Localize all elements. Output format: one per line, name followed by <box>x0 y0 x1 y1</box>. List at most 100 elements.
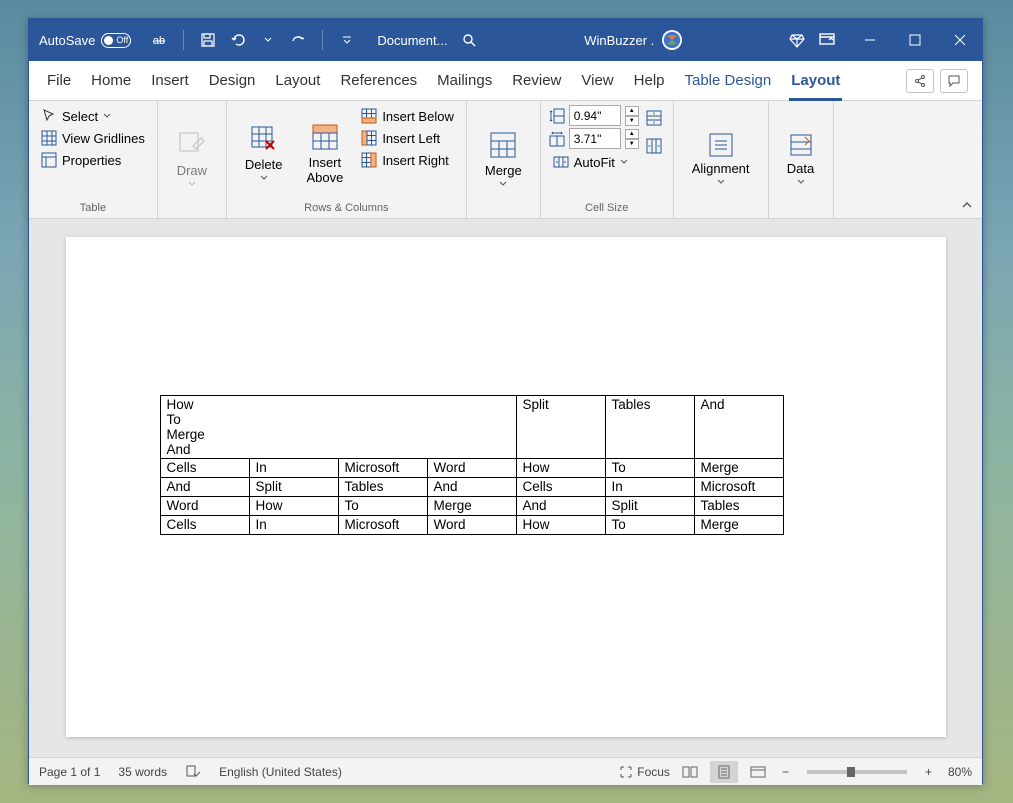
account-icon[interactable] <box>662 30 682 50</box>
maximize-button[interactable] <box>892 19 937 61</box>
table-cell[interactable]: Tables <box>694 497 783 516</box>
table-cell[interactable]: Cells <box>516 478 605 497</box>
table-cell[interactable]: Split <box>516 396 605 459</box>
insert-above-button[interactable]: Insert Above <box>296 105 353 200</box>
table-cell[interactable]: Word <box>427 516 516 535</box>
search-icon[interactable] <box>459 30 479 50</box>
tab-insert[interactable]: Insert <box>141 61 199 101</box>
save-icon[interactable] <box>198 30 218 50</box>
tab-mailings[interactable]: Mailings <box>427 61 502 101</box>
delete-button[interactable]: Delete <box>235 105 293 200</box>
zoom-thumb[interactable] <box>847 767 855 777</box>
share-button[interactable] <box>906 69 934 93</box>
tab-help[interactable]: Help <box>624 61 675 101</box>
height-spin-up[interactable]: ▲ <box>625 106 639 116</box>
table-cell[interactable]: Cells <box>160 459 249 478</box>
width-spin-down[interactable]: ▼ <box>625 139 639 149</box>
table-cell[interactable]: And <box>160 478 249 497</box>
spellcheck-icon[interactable] <box>185 764 201 780</box>
tab-table-design[interactable]: Table Design <box>675 61 782 101</box>
collapse-ribbon-button[interactable] <box>960 198 974 212</box>
table-cell[interactable]: To <box>605 459 694 478</box>
table-cell[interactable]: Word <box>427 459 516 478</box>
undo-icon[interactable] <box>228 30 248 50</box>
diamond-icon[interactable] <box>787 30 807 50</box>
tab-design[interactable]: Design <box>199 61 266 101</box>
toggle-switch[interactable]: Off <box>101 33 131 48</box>
tab-home[interactable]: Home <box>81 61 141 101</box>
tab-references[interactable]: References <box>330 61 427 101</box>
table-cell[interactable]: Merge <box>427 497 516 516</box>
tab-view[interactable]: View <box>571 61 623 101</box>
table-cell[interactable]: In <box>249 459 338 478</box>
zoom-slider[interactable] <box>807 770 907 774</box>
zoom-out-button[interactable]: − <box>778 765 793 779</box>
table-cell[interactable]: And <box>516 497 605 516</box>
autofit-button[interactable]: AutoFit <box>549 151 639 173</box>
table-cell[interactable]: Microsoft <box>338 459 427 478</box>
undo-dropdown-icon[interactable] <box>258 30 278 50</box>
table-cell[interactable]: Microsoft <box>694 478 783 497</box>
focus-mode-button[interactable]: Focus <box>619 765 670 779</box>
view-gridlines-button[interactable]: View Gridlines <box>37 127 149 149</box>
distribute-cols-button[interactable] <box>643 135 665 157</box>
page-indicator[interactable]: Page 1 of 1 <box>39 765 100 779</box>
tab-layout[interactable]: Layout <box>781 61 850 101</box>
table-cell[interactable]: To <box>605 516 694 535</box>
document-area[interactable]: HowToMergeAndSplitTablesAndCellsInMicros… <box>29 219 982 757</box>
distribute-rows-button[interactable] <box>643 107 665 129</box>
page: HowToMergeAndSplitTablesAndCellsInMicros… <box>66 237 946 737</box>
col-width-input[interactable] <box>569 128 621 149</box>
word-count[interactable]: 35 words <box>118 765 167 779</box>
table-cell[interactable]: How <box>516 459 605 478</box>
tab-file[interactable]: File <box>37 61 81 101</box>
table-cell[interactable]: And <box>427 478 516 497</box>
table-cell[interactable]: Microsoft <box>338 516 427 535</box>
table-cell[interactable]: Split <box>249 478 338 497</box>
redo-icon[interactable] <box>288 30 308 50</box>
table-cell[interactable]: HowToMergeAnd <box>160 396 516 459</box>
merge-button[interactable]: Merge <box>475 105 532 212</box>
table-cell[interactable]: How <box>516 516 605 535</box>
table-cell[interactable]: Merge <box>694 516 783 535</box>
table-cell[interactable]: In <box>249 516 338 535</box>
zoom-in-button[interactable]: + <box>921 765 936 779</box>
zoom-level[interactable]: 80% <box>948 765 972 779</box>
alignment-button[interactable]: Alignment <box>682 105 760 212</box>
autosave-toggle[interactable]: AutoSave Off <box>29 33 141 48</box>
tab-layout[interactable]: Layout <box>265 61 330 101</box>
ribbon-group-table: Select View Gridlines Properties Table <box>29 101 158 218</box>
tab-review[interactable]: Review <box>502 61 571 101</box>
table-cell[interactable]: To <box>338 497 427 516</box>
select-button[interactable]: Select <box>37 105 149 127</box>
table-cell[interactable]: How <box>249 497 338 516</box>
row-height-input[interactable] <box>569 105 621 126</box>
insert-below-button[interactable]: Insert Below <box>357 105 458 127</box>
table-cell[interactable]: In <box>605 478 694 497</box>
table-cell[interactable]: Split <box>605 497 694 516</box>
qat-customize-icon[interactable] <box>337 30 357 50</box>
properties-button[interactable]: Properties <box>37 149 149 171</box>
language-indicator[interactable]: English (United States) <box>219 765 342 779</box>
comments-button[interactable] <box>940 69 968 93</box>
table-cell[interactable]: Cells <box>160 516 249 535</box>
table-cell[interactable]: Tables <box>605 396 694 459</box>
insert-right-button[interactable]: Insert Right <box>357 149 458 171</box>
table-cell[interactable]: Merge <box>694 459 783 478</box>
web-layout-button[interactable] <box>744 761 772 783</box>
strikethrough-icon[interactable]: ab <box>149 30 169 50</box>
read-mode-button[interactable] <box>676 761 704 783</box>
print-layout-button[interactable] <box>710 761 738 783</box>
width-spin-up[interactable]: ▲ <box>625 129 639 139</box>
document-title[interactable]: Document... <box>365 33 459 48</box>
display-options-icon[interactable] <box>817 30 837 50</box>
table-cell[interactable]: Tables <box>338 478 427 497</box>
close-button[interactable] <box>937 19 982 61</box>
insert-left-button[interactable]: Insert Left <box>357 127 458 149</box>
table-cell[interactable]: And <box>694 396 783 459</box>
height-spin-down[interactable]: ▼ <box>625 116 639 126</box>
word-table[interactable]: HowToMergeAndSplitTablesAndCellsInMicros… <box>160 395 784 535</box>
minimize-button[interactable] <box>847 19 892 61</box>
data-button[interactable]: Data <box>777 105 825 212</box>
table-cell[interactable]: Word <box>160 497 249 516</box>
